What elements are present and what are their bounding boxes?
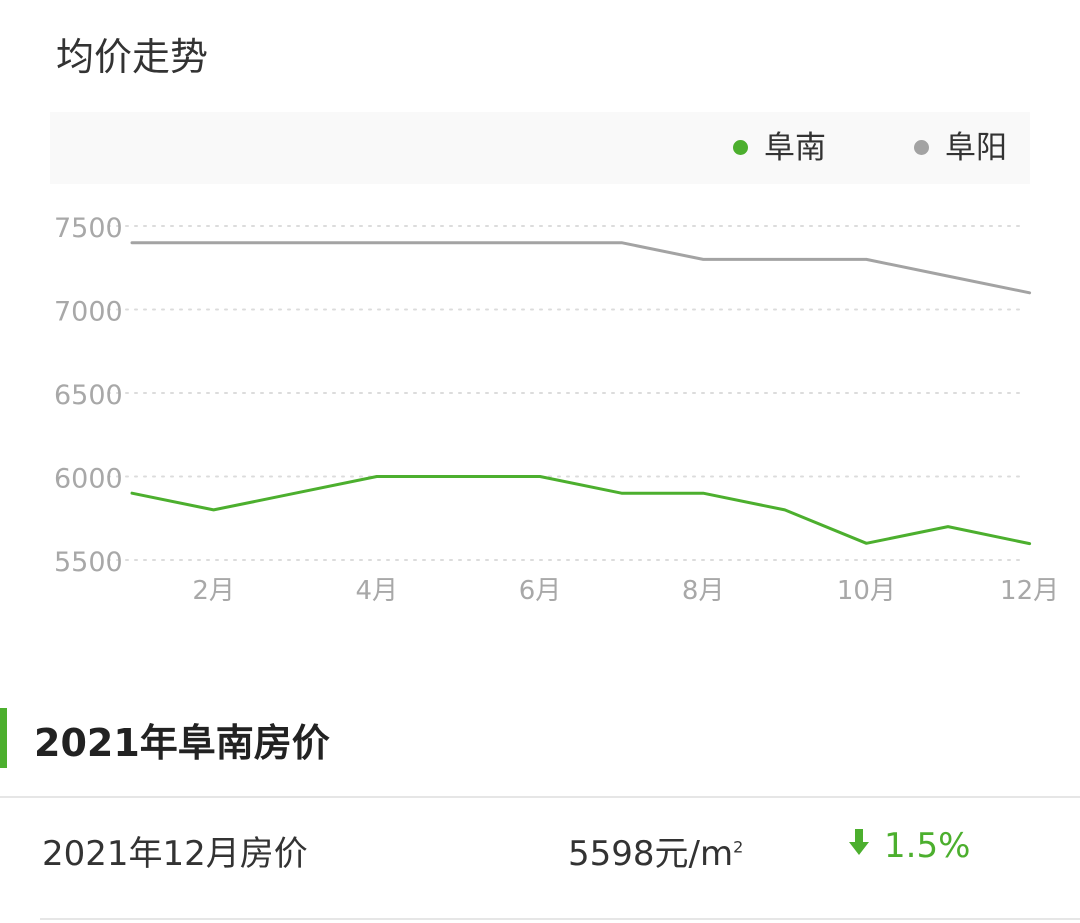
- price-row-label: 2021年12月房价: [42, 834, 308, 874]
- legend-item-fuyang[interactable]: 阜阳: [914, 128, 1007, 168]
- price-value: 5598元/m: [568, 834, 734, 874]
- legend-label-fuyang: 阜阳: [945, 130, 1007, 166]
- divider: [40, 918, 1080, 920]
- x-tick-label: 8月: [682, 576, 725, 606]
- legend-dot-fuyang: [914, 140, 929, 155]
- price-row-value: 5598元/m2: [568, 826, 743, 875]
- section-accent-bar: [0, 708, 7, 768]
- price-change-value: 1.5%: [884, 826, 971, 866]
- x-tick-label: 2月: [192, 576, 235, 606]
- y-tick-label: 5500: [54, 547, 123, 578]
- series-line-fuyang: [130, 241, 1032, 295]
- series-line-funan: [130, 475, 1032, 546]
- legend-label-funan: 阜南: [764, 130, 826, 166]
- price-unit-superscript: 2: [733, 837, 744, 857]
- down-arrow-icon: [848, 825, 870, 865]
- legend-item-funan[interactable]: 阜南: [733, 128, 826, 168]
- x-tick-label: 6月: [519, 576, 562, 606]
- price-change: 1.5%: [848, 826, 970, 868]
- chart-title: 均价走势: [56, 35, 209, 79]
- divider: [0, 796, 1080, 798]
- legend-background: [50, 112, 1030, 184]
- x-tick-label: 10月: [837, 576, 896, 606]
- y-tick-label: 7500: [54, 213, 123, 244]
- x-tick-label: 12月: [1000, 576, 1059, 606]
- y-tick-label: 6500: [54, 380, 123, 411]
- y-tick-label: 7000: [54, 297, 123, 328]
- line-chart: 7500 7000 6500 6000 5500 2月 4月 6月 8月 10月 12月: [54, 213, 1059, 606]
- y-tick-label: 6000: [54, 464, 123, 495]
- legend-dot-funan: [733, 140, 748, 155]
- section-title: 2021年阜南房价: [34, 721, 330, 765]
- x-tick-label: 4月: [356, 576, 399, 606]
